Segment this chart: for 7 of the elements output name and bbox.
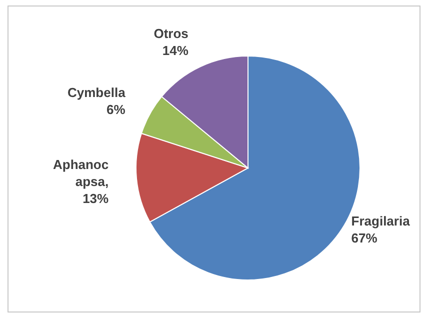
slice-label: Aphanocapsa, 13% xyxy=(52,157,110,206)
slice-label: Otros xyxy=(154,26,188,41)
data-label: 67% xyxy=(351,230,378,246)
slice-label: Cymbella xyxy=(68,85,126,100)
slice-label: Fragilaria xyxy=(351,214,411,229)
data-label: 14% xyxy=(162,42,189,58)
data-label: 6% xyxy=(106,102,126,118)
